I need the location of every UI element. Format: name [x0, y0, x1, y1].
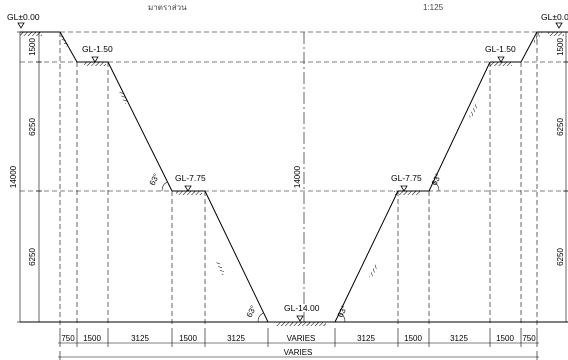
dim-h-center: VARIES — [287, 334, 316, 343]
level-marker-berm2-right — [400, 185, 408, 192]
slope-right-upper — [520, 31, 538, 63]
slope-label-left-upper: 63° — [148, 172, 161, 187]
soil-hatching — [20, 31, 564, 326]
slope-label-left-lower: 63° — [245, 304, 258, 319]
level-lines — [20, 31, 568, 192]
dim-h-2: 1500 — [83, 334, 101, 343]
dim-lower-right: 6250 — [556, 248, 565, 266]
level-marker-bottom — [296, 315, 304, 322]
level-berm2-right: GL-7.75 — [391, 173, 422, 183]
dim-h-5: 3125 — [227, 334, 245, 343]
slope-left-middle — [107, 61, 173, 192]
right-vertical-dims — [563, 31, 568, 323]
dim-h-4: 1500 — [179, 334, 197, 343]
left-vertical-dims — [17, 31, 42, 323]
level-marker-berm1-right — [497, 56, 505, 63]
dim-upper-right: 6250 — [556, 118, 565, 136]
horizontal-dim-chain — [58, 328, 539, 360]
dim-h-7: 1500 — [404, 334, 422, 343]
slope-angle-arcs — [161, 181, 440, 323]
slope-label-right-lower: 63° — [336, 304, 349, 319]
level-berm1-left: GL-1.50 — [82, 44, 113, 54]
slope-label-right-upper: 63° — [430, 172, 443, 187]
dim-top-left: 1500 — [28, 38, 37, 56]
slope-left-lower — [204, 190, 269, 323]
scale-label: มาตราส่วน — [148, 3, 187, 12]
level-ground-left: GL±0.00 — [7, 12, 40, 22]
projection-lines — [59, 32, 538, 325]
level-bottom: GL-14.00 — [284, 303, 320, 313]
dim-h-3: 3125 — [131, 334, 149, 343]
level-marker-berm2-left — [184, 185, 192, 192]
scale-value: 1:125 — [423, 3, 444, 12]
slope-right-lower — [334, 190, 399, 323]
dim-h-1: 750 — [61, 334, 75, 343]
dim-total-center: 14000 — [293, 165, 302, 188]
level-marker-ground-left — [17, 22, 25, 29]
level-ground-right: GL±0.00 — [541, 12, 568, 22]
level-berm1-right: GL-1.50 — [485, 44, 516, 54]
level-berm2-left: GL-7.75 — [175, 173, 206, 183]
level-marker-ground-right — [555, 22, 563, 29]
dim-top-right: 1500 — [556, 38, 565, 56]
dim-h-overall: VARIES — [284, 348, 313, 357]
slope-lines — [59, 31, 538, 323]
dim-h-6: 3125 — [357, 334, 375, 343]
level-markers — [17, 22, 563, 322]
dim-h-8: 3125 — [450, 334, 468, 343]
dim-lower-left: 6250 — [28, 248, 37, 266]
dim-total-left: 14000 — [9, 165, 18, 188]
dim-upper-left: 6250 — [28, 118, 37, 136]
level-marker-berm1-left — [91, 56, 99, 63]
slope-right-middle — [428, 61, 491, 192]
dim-h-9: 1500 — [496, 334, 514, 343]
dim-h-10: 750 — [522, 334, 536, 343]
